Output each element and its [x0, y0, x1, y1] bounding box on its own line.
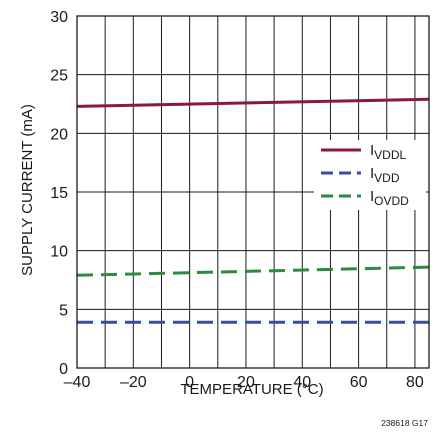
figure-id: 238618 G17 [381, 418, 428, 428]
legend: IVDDL IVDD IOVDD [321, 142, 409, 208]
y-tick-label: 25 [50, 68, 68, 85]
y-tick-label: 0 [59, 361, 68, 378]
y-tick-label: 30 [50, 9, 68, 26]
x-tick-label: 40 [293, 374, 311, 391]
y-tick-label: 5 [59, 302, 68, 319]
y-tick-label: 20 [50, 126, 68, 143]
legend-label-vddl: IVDDL [370, 142, 407, 162]
legend-label-ovdd: IOVDD [370, 188, 409, 208]
x-tick-label: –20 [120, 374, 147, 391]
legend-label-vdd: IVDD [370, 165, 400, 185]
plot-frame [76, 15, 430, 369]
series-line-vddl [76, 97, 430, 108]
x-tick-label: 20 [237, 374, 255, 391]
plot-grid [77, 16, 429, 368]
series-line-ovdd [76, 265, 430, 277]
x-tick-label: 80 [406, 374, 424, 391]
legend-background [314, 140, 426, 210]
y-tick-labels: 0 5 10 15 20 25 30 [50, 9, 68, 378]
x-axis-title: TEMPERATURE (°C) [180, 381, 323, 398]
x-tick-labels: –40 –20 0 20 40 60 80 [64, 374, 424, 391]
y-axis-title: SUPPLY CURRENT (mA) [19, 104, 36, 276]
y-tick-label: 10 [50, 244, 68, 261]
x-tick-label: 60 [350, 374, 368, 391]
series-lines [76, 97, 430, 324]
y-tick-label: 15 [50, 185, 68, 202]
x-tick-label: 0 [185, 374, 194, 391]
x-tick-label: –40 [64, 374, 91, 391]
